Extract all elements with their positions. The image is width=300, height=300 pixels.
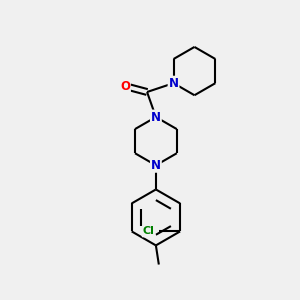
Text: N: N	[169, 77, 178, 90]
Text: N: N	[151, 110, 161, 124]
Text: N: N	[151, 159, 161, 172]
Text: Cl: Cl	[142, 226, 154, 236]
Text: O: O	[120, 80, 130, 93]
